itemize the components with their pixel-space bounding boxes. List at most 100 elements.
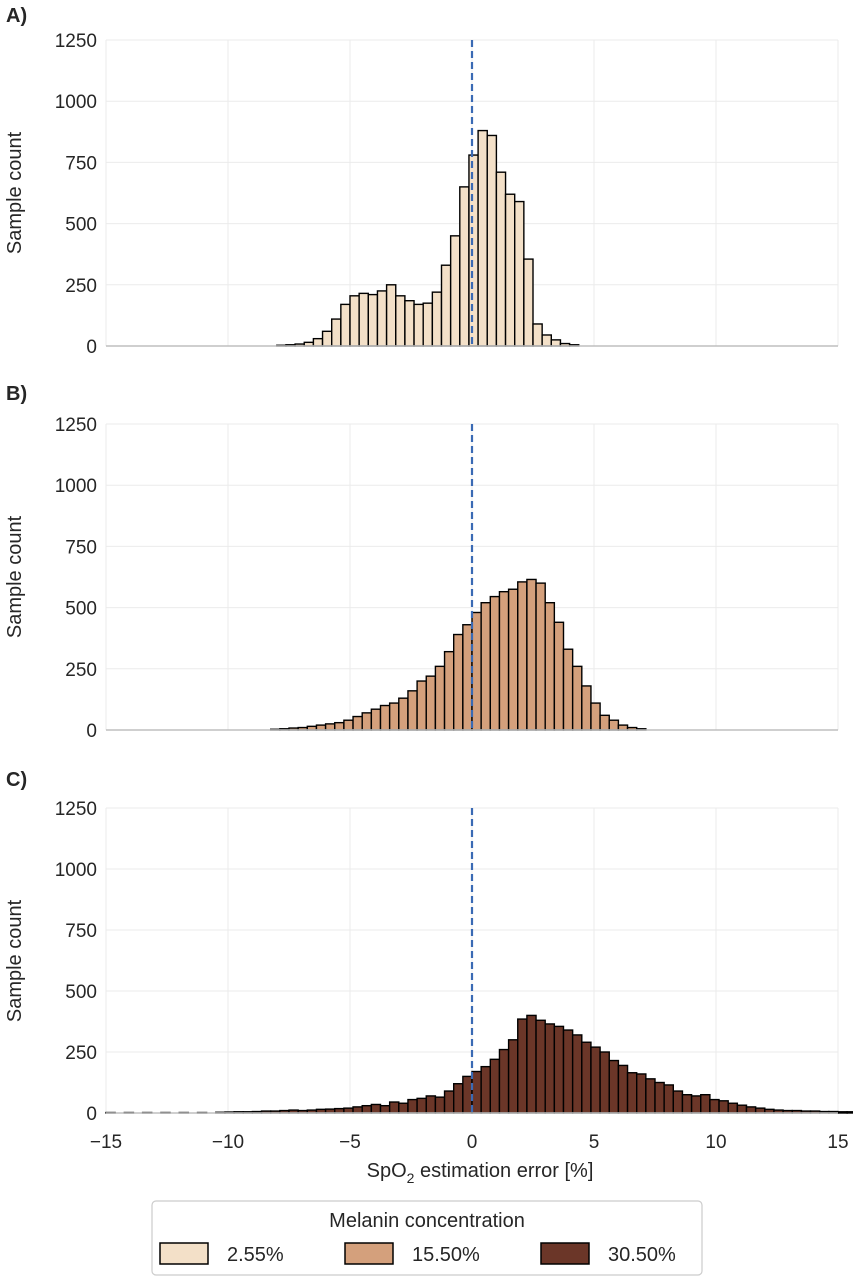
- panel-a-bar: [358, 292, 369, 347]
- panel-a-bar: [449, 235, 461, 347]
- panel-b-bar: [526, 578, 537, 731]
- panel-a-bar: [385, 284, 397, 347]
- panel-a-bar: [440, 264, 452, 347]
- panel-a-bar: [468, 154, 479, 347]
- panel-b-bar: [370, 708, 382, 731]
- panel-a-bar: [431, 291, 443, 347]
- panel-a-bar: [477, 129, 488, 347]
- x-tick-labels: −15 −10 −5 0 5 10 15: [90, 1132, 849, 1153]
- panel-c-bar: [672, 1090, 684, 1114]
- panel-a-y-tick-label: 1250: [55, 31, 97, 52]
- panel-b-bar: [407, 690, 418, 731]
- panel-c-bar: [471, 1070, 482, 1114]
- x-axis-title-rest: estimation error [%]: [414, 1160, 593, 1182]
- panel-b-y-tick-label: 750: [65, 537, 97, 558]
- panel-a-bar: [532, 323, 543, 347]
- panel-b-bar: [581, 685, 592, 731]
- panel-a-bar: [413, 303, 424, 347]
- panel-c-y-tick-label: 1000: [55, 860, 97, 881]
- panel-c-y-tick-label: 0: [86, 1104, 97, 1125]
- panel-c-y-tick-label: 750: [65, 921, 97, 942]
- panel-c-bar: [526, 1014, 537, 1114]
- panel-b-bar: [498, 590, 510, 731]
- panel-c-bar: [517, 1018, 528, 1114]
- panel-a-bar: [514, 200, 525, 347]
- legend-swatch-2: [344, 1242, 394, 1265]
- x-axis-title: SpO2 estimation error [%]: [367, 1160, 594, 1186]
- panel-c-bar: [507, 1039, 519, 1114]
- panel-c-bar: [434, 1096, 446, 1114]
- panel-c-bar: [636, 1073, 647, 1114]
- panel-a-bar: [376, 290, 388, 347]
- panel-a-y-tick-label: 750: [65, 153, 97, 174]
- panel-c-bar: [727, 1102, 739, 1114]
- panel-c-y-axis-title: Sample count: [4, 899, 26, 1022]
- panel-c-bar: [681, 1093, 693, 1114]
- panel-b-bar: [334, 721, 345, 731]
- panel-c-bar: [398, 1102, 409, 1114]
- panel-b-label: B): [6, 383, 27, 405]
- panel-c-bar: [370, 1103, 382, 1114]
- panel-c: 0 250 500 750 1000 1250 C) Sample count: [4, 769, 853, 1125]
- panel-c-bar: [654, 1081, 665, 1114]
- panel-b-bar: [343, 719, 354, 731]
- panel-a-y-tick-label: 1000: [55, 92, 97, 113]
- panel-b-bars: [270, 578, 647, 731]
- panel-c-bar: [608, 1059, 620, 1114]
- panel-b-bar: [571, 665, 583, 731]
- x-tick-label: −15: [90, 1132, 122, 1153]
- panel-c-bar: [626, 1072, 638, 1114]
- panel-b-y-tick-label: 1250: [55, 415, 97, 436]
- panel-a-bar: [312, 337, 324, 347]
- legend-label-3: 30.50%: [608, 1244, 676, 1266]
- panel-b-y-axis-title: Sample count: [4, 515, 26, 638]
- panel-c-bar: [453, 1083, 464, 1114]
- panel-b-y-tick-label: 1000: [55, 476, 97, 497]
- panel-b-bar: [489, 595, 501, 731]
- panel-a-bar: [504, 193, 516, 347]
- panel-c-bar: [553, 1025, 565, 1114]
- x-tick-label: 15: [827, 1132, 848, 1153]
- panel-c-bar: [443, 1090, 455, 1114]
- panel-c-bar: [425, 1095, 437, 1114]
- panel-a-bar: [486, 134, 498, 347]
- legend-title: Melanin concentration: [329, 1210, 525, 1232]
- panel-b-bar: [425, 675, 437, 731]
- panel-c-bar: [361, 1104, 373, 1114]
- panel-a-y-axis-title: Sample count: [4, 131, 26, 254]
- panel-c-y-tick-label: 250: [65, 1043, 97, 1064]
- panel-a: 0 250 500 750 1000 1250 A) Sample count: [4, 5, 839, 358]
- panel-a-y-tick-label: 0: [86, 337, 97, 358]
- panel-a-bar: [404, 300, 415, 347]
- legend-item-3: 30.50%: [540, 1242, 676, 1266]
- panel-c-bar: [590, 1046, 601, 1114]
- x-axis-title-subscript: 2: [407, 1170, 415, 1186]
- panel-b-bar: [324, 723, 336, 731]
- panel-c-bar: [407, 1098, 418, 1114]
- x-tick-label: −10: [212, 1132, 244, 1153]
- x-tick-label: 10: [705, 1132, 726, 1153]
- panel-b-bar: [590, 702, 601, 731]
- legend-swatch-3: [540, 1242, 590, 1265]
- panel-b-y-tick-labels: 0 250 500 750 1000 1250: [55, 415, 97, 742]
- panel-b-bar: [398, 697, 409, 731]
- legend-swatch-1: [159, 1242, 209, 1265]
- panel-c-bar: [562, 1029, 574, 1114]
- panel-c-bar: [571, 1034, 583, 1114]
- panel-b-bar: [434, 665, 446, 731]
- panel-c-bar: [352, 1106, 363, 1114]
- panel-a-bar: [550, 339, 562, 347]
- panel-c-bar: [498, 1048, 510, 1114]
- panel-b-bar: [599, 714, 610, 731]
- legend-label-2: 15.50%: [412, 1244, 480, 1266]
- panel-c-bar: [416, 1097, 427, 1114]
- panel-c-bar: [544, 1023, 556, 1114]
- panel-c-bar: [388, 1101, 400, 1114]
- panel-c-bar: [745, 1106, 757, 1114]
- panel-c-bar: [462, 1075, 473, 1114]
- panel-b-bar: [471, 611, 482, 731]
- panel-b-bar: [453, 633, 464, 731]
- panel-b-bar: [352, 715, 363, 731]
- panel-c-bar: [489, 1058, 501, 1114]
- panel-a-y-tick-label: 500: [65, 215, 97, 236]
